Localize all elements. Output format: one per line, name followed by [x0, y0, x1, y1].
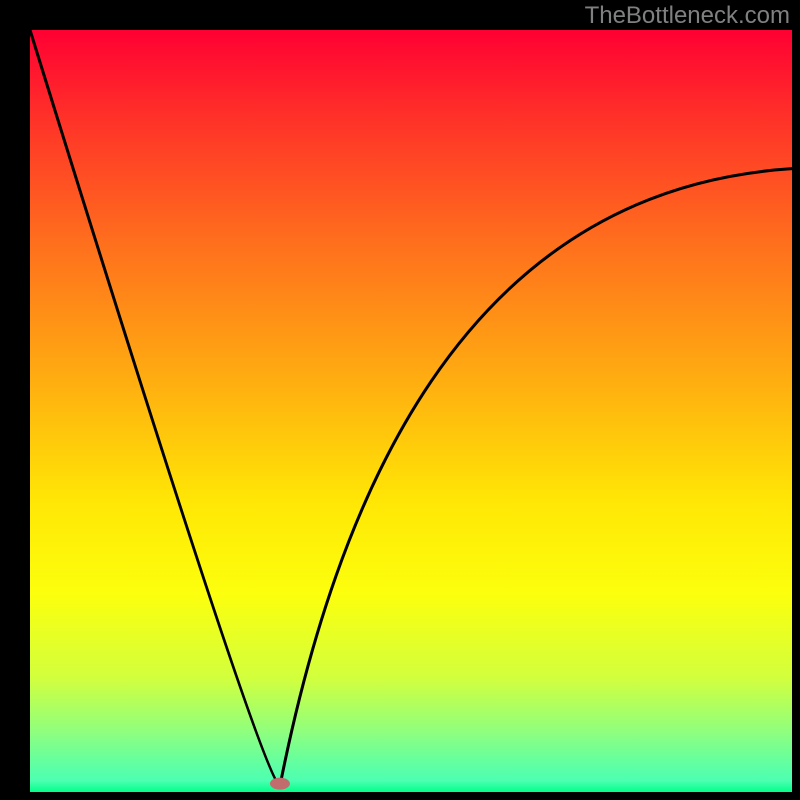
chart-frame: TheBottleneck.com: [0, 0, 800, 800]
minimum-marker: [270, 778, 290, 790]
curve-layer: [0, 0, 800, 800]
watermark-text: TheBottleneck.com: [585, 2, 790, 30]
curve-path: [280, 169, 792, 786]
curve-path: [30, 30, 280, 786]
